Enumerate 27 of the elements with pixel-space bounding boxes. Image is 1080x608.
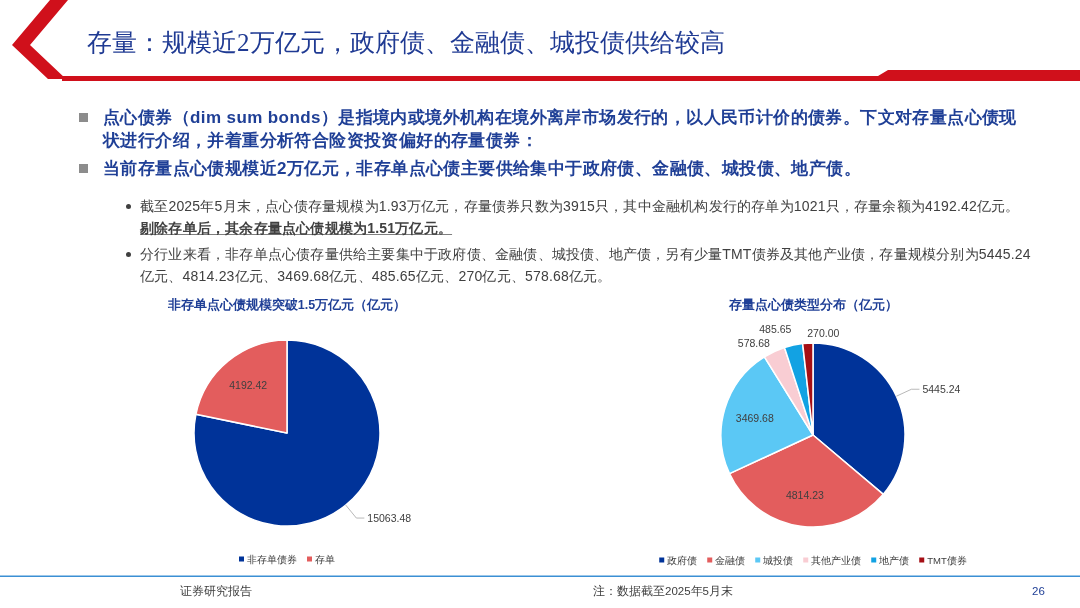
legend-label: 存单 (315, 553, 335, 565)
text: 截至2025年5月末，点心债存量规模为1.93万亿元，存量债券只数为3915只，其中金融机构发行的存单为1021只，存量余额为4192.42亿元。 (140, 198, 1020, 214)
data-label: 3469.68 (735, 411, 774, 424)
text: 注：数据截至2025年5月末 (593, 584, 733, 599)
data-label: 4192.42 (229, 379, 268, 392)
data-label: 5445.24 (922, 383, 961, 396)
chart-title: 存量点心债类型分布（亿元） (727, 297, 898, 312)
legend-label: 城投债 (762, 554, 794, 566)
legend-label: 金融债 (715, 554, 746, 566)
text: 分行业来看，非存单点心债存量供给主要集中于政府债、金融债、城投债、地产债，另有少量TMT债券及其他产业债，存量规模分别为5445.24亿元、4814.23亿元、3469.68亿元、485.65亿元、270亿元、578.68亿元。 (140, 246, 1031, 284)
text: 存量：规模近2万亿元，政府债、金融债、城投债供给较高 (87, 28, 725, 58)
text: 证券研究报告 (180, 584, 252, 599)
text: 26 (1032, 584, 1045, 599)
legend-label: 政府债 (667, 554, 698, 566)
data-label: 578.68 (737, 336, 771, 349)
text: 当前存量点心债规模近2万亿元，非存单点心债主要供给集中于政府债、金融债、城投债、地产债。 (103, 159, 862, 178)
legend-label: TMT债券 (927, 554, 967, 566)
legend-label: 其他产业债 (811, 554, 862, 566)
chart-title: 非存单点心债规模突破1.5万亿元（亿元） (166, 297, 407, 312)
text: 剔除存单后，其余存量点心债规模为1.51万亿元。 (140, 220, 453, 236)
data-label: 270.00 (807, 327, 840, 340)
data-label: 485.65 (759, 323, 792, 336)
legend-label: 地产债 (878, 554, 910, 566)
data-label: 4814.23 (785, 489, 825, 502)
data-label: 15063.48 (367, 512, 412, 525)
legend-label: 非存单债券 (247, 553, 297, 565)
text: 点心债券（dim sum bonds）是指境内或境外机构在境外离岸市场发行的，以人民币计价的债券。下文对存量点心债现状进行介绍，并着重分析符合险资投资偏好的存量债券： (103, 108, 1017, 150)
